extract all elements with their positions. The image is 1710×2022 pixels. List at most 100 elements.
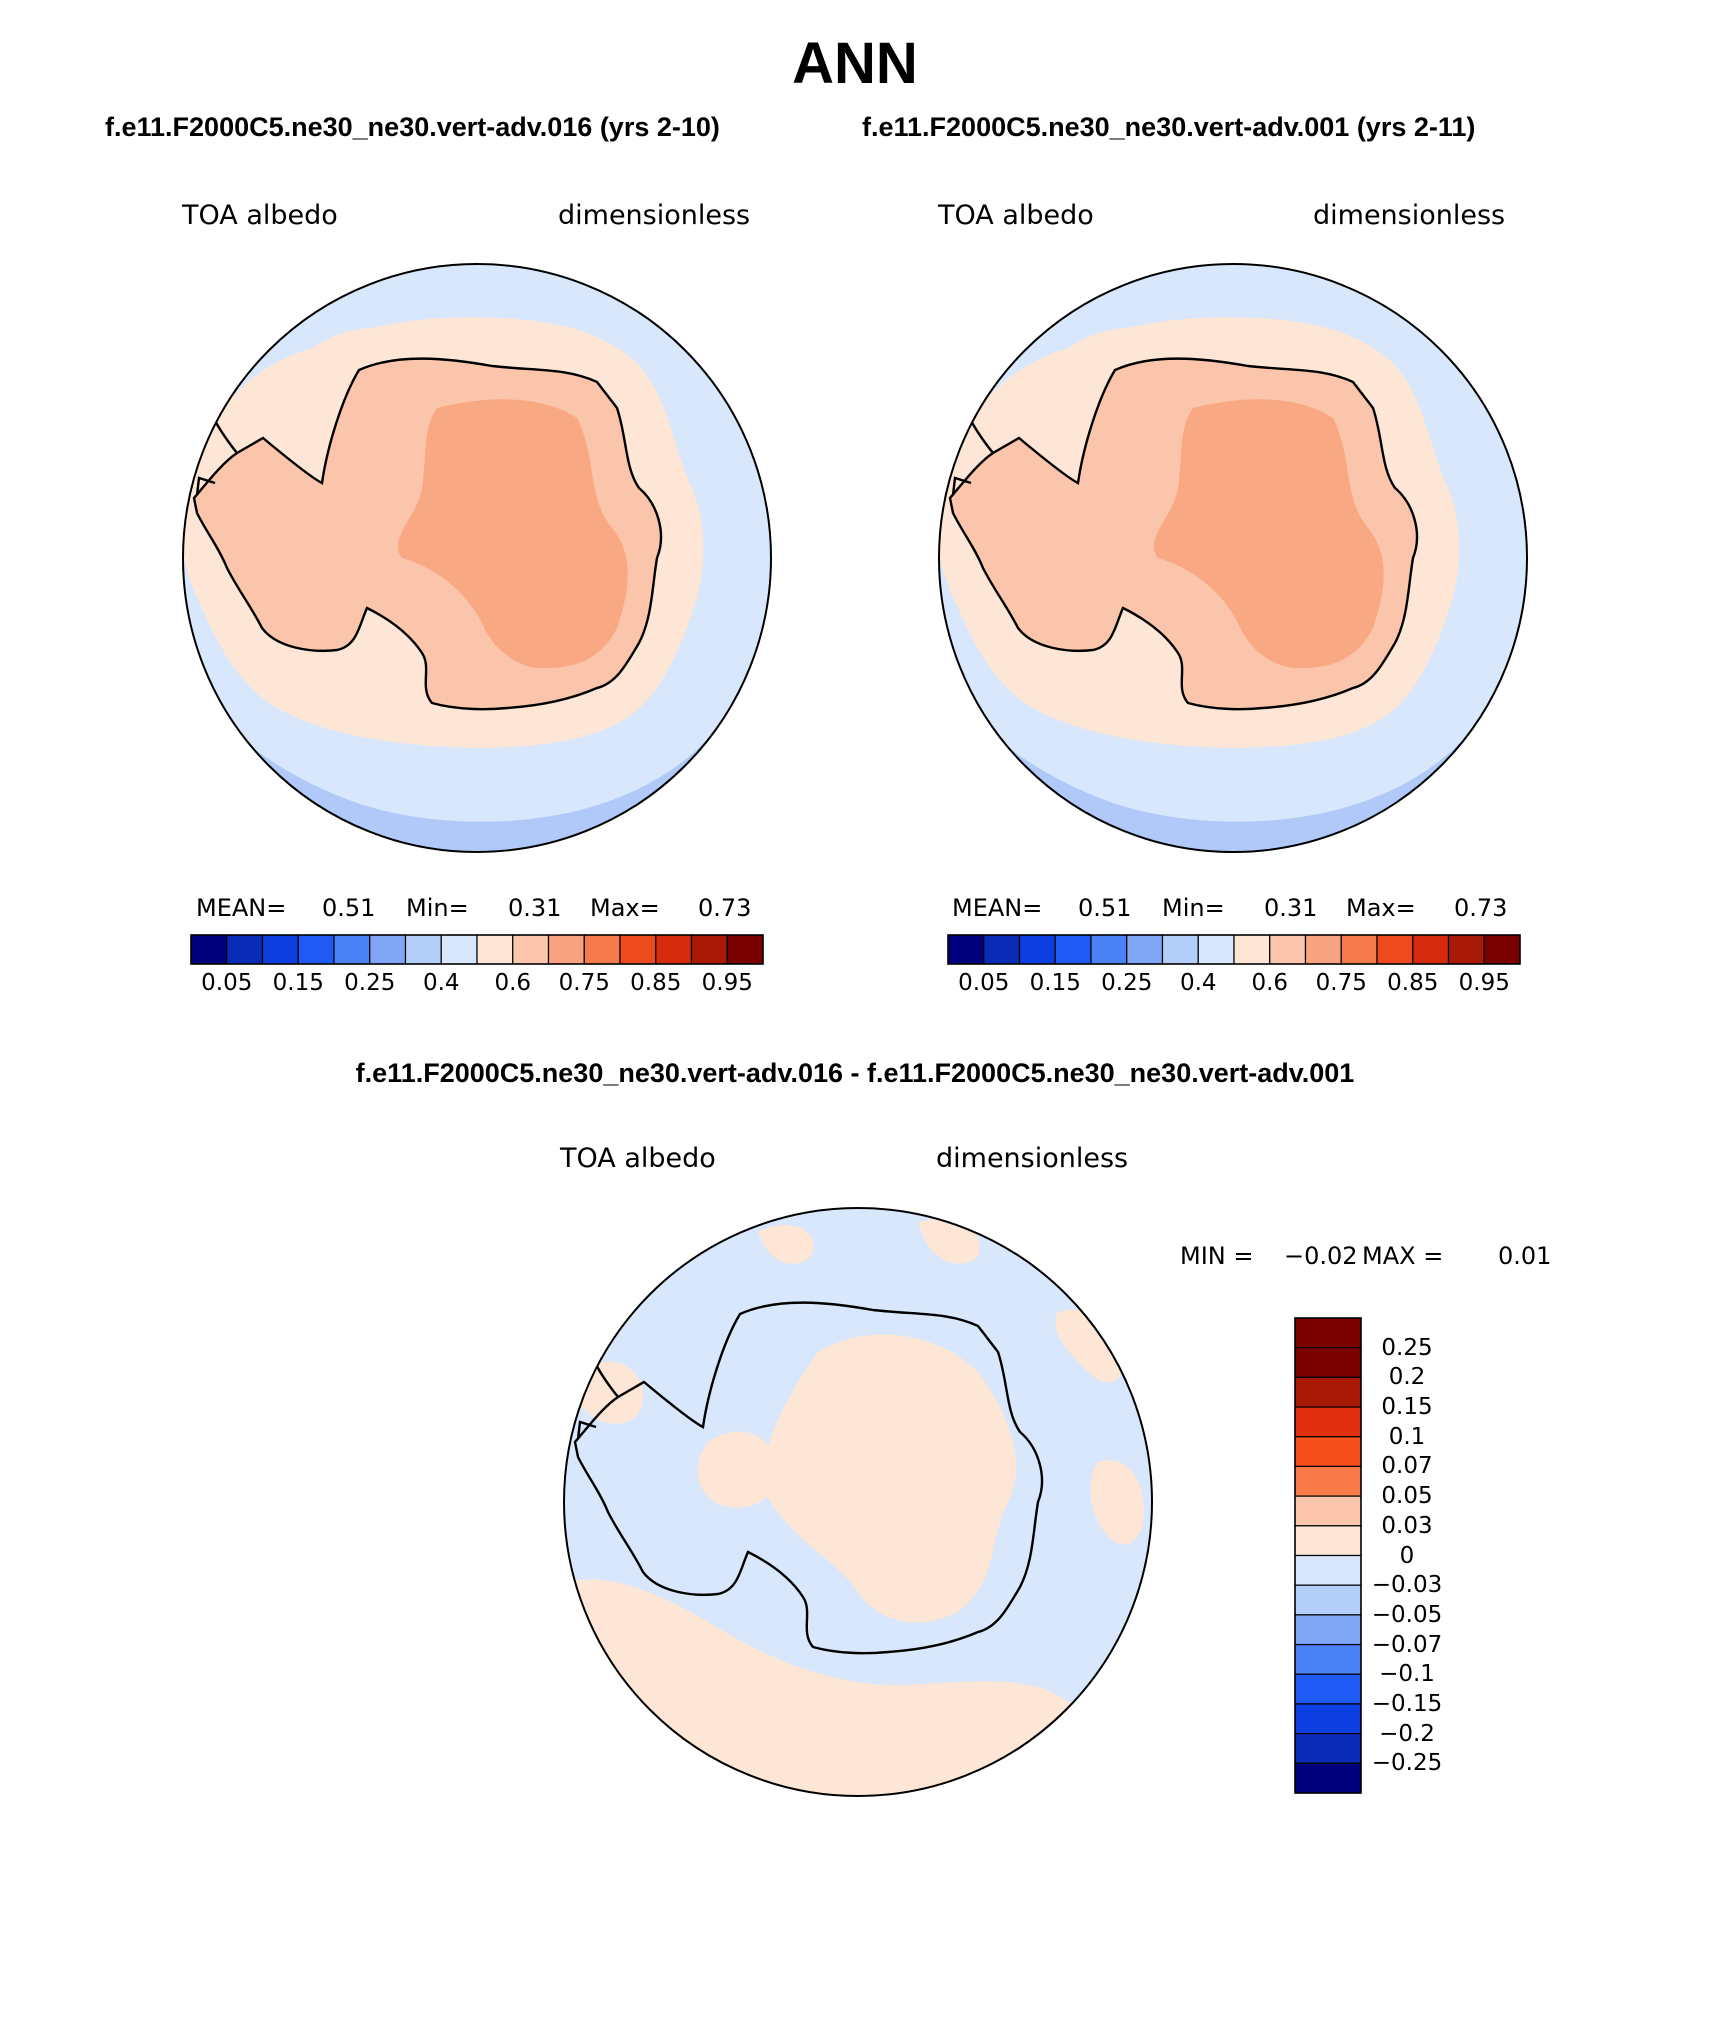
colorbar-box — [226, 934, 264, 965]
colorbar-frame — [947, 934, 1521, 965]
plateau-region — [1153, 399, 1384, 669]
colorbar-box — [1018, 934, 1056, 965]
shelf-region — [297, 328, 397, 372]
coastline — [573, 1301, 1044, 1655]
panel2-min-label: Min= — [1162, 894, 1225, 922]
colorbar-box — [1269, 934, 1307, 965]
colorbar-tick-label: 0.25 — [1381, 1334, 1433, 1361]
colorbar-box — [297, 934, 335, 965]
colorbar-tick-label: 0.25 — [1101, 970, 1153, 996]
panel1-units: dimensionless — [558, 200, 751, 231]
panel2-units: dimensionless — [1313, 200, 1506, 231]
colorbar-box — [1090, 934, 1128, 965]
diff-min-label: MIN = — [1180, 1242, 1254, 1270]
map-panel-2 — [938, 263, 1528, 853]
colorbar-box — [1126, 934, 1164, 965]
panel2-mean-label: MEAN= — [952, 894, 1043, 922]
colorbar-box — [512, 934, 550, 965]
colorbar-tick-label: 0.05 — [958, 970, 1010, 996]
map-boundary — [938, 263, 1528, 853]
colorbar-tick-label: −0.05 — [1371, 1601, 1443, 1628]
panel1-mean-label: MEAN= — [196, 894, 287, 922]
colorbar-box — [476, 934, 514, 965]
colorbar-box — [1197, 934, 1235, 965]
colorbar-tick-label: 0.85 — [630, 970, 682, 996]
map-boundary — [182, 263, 772, 853]
panel1-mean-value: 0.51 — [322, 894, 376, 922]
colorbar-box — [1294, 1643, 1362, 1675]
colorbar-box — [690, 934, 728, 965]
colorbar-tick-label: 0.05 — [1381, 1483, 1433, 1510]
case1-title: f.e11.F2000C5.ne30_ne30.vert-adv.016 (yr… — [105, 112, 720, 142]
diff-units: dimensionless — [936, 1143, 1129, 1174]
colorbar-tick-label: 0.15 — [1381, 1394, 1433, 1421]
diff-max-label: MAX = — [1362, 1242, 1444, 1270]
diff-positive-region — [697, 1431, 779, 1508]
colorbar-tick-label: 0.6 — [1251, 970, 1289, 996]
colorbar-frame — [190, 934, 764, 965]
figure-title: ANN — [792, 31, 918, 96]
colorbar-box — [583, 934, 621, 965]
colorbar-tick-label: −0.15 — [1371, 1690, 1443, 1717]
colorbar-tick-label: 0.15 — [1029, 970, 1081, 996]
colorbar-box — [1294, 1495, 1362, 1527]
colorbar-tick-label: 0.2 — [1388, 1364, 1426, 1391]
colorbar-box — [983, 934, 1021, 965]
map-boundary — [563, 1207, 1153, 1797]
colorbar-box — [1294, 1406, 1362, 1438]
colorbar-tick-label: 0.85 — [1387, 970, 1439, 996]
colorbar-tick-label: 0.25 — [344, 970, 396, 996]
diff-max-value: 0.01 — [1498, 1242, 1552, 1270]
colorbar-box — [1294, 1376, 1362, 1408]
colorbar-tick-label: 0.75 — [1315, 970, 1367, 996]
colorbar-tick-label: 0.05 — [201, 970, 253, 996]
colorbar-box — [1294, 1733, 1362, 1764]
diff-positive-region — [918, 1219, 980, 1264]
colorbar-box — [1294, 1554, 1362, 1586]
colorbar-box — [1294, 1436, 1362, 1468]
colorbar-box — [1294, 1465, 1362, 1497]
colorbar-box — [440, 934, 478, 965]
panel1-max-label: Max= — [590, 894, 660, 922]
case2-title: f.e11.F2000C5.ne30_ne30.vert-adv.001 (yr… — [862, 112, 1476, 142]
colorbar-panel-1 — [190, 934, 764, 965]
colorbar-tick-label: 0.4 — [422, 970, 460, 996]
panel1-min-label: Min= — [406, 894, 469, 922]
diff-positive-region — [763, 1334, 1017, 1623]
panel1-variable: TOA albedo — [182, 200, 338, 231]
colorbar-box — [1294, 1703, 1362, 1735]
colorbar-box — [1294, 1347, 1362, 1378]
colorbar-box — [1294, 1525, 1362, 1557]
diff-min-value: −0.02 — [1284, 1242, 1358, 1270]
colorbar-box — [1376, 934, 1414, 965]
panel2-min-value: 0.31 — [1264, 894, 1318, 922]
diff-positive-region — [758, 1224, 814, 1264]
colorbar-tick-label: −0.03 — [1371, 1572, 1443, 1599]
diff-title: f.e11.F2000C5.ne30_ne30.vert-adv.016 - f… — [355, 1058, 1355, 1088]
colorbar-box — [1054, 934, 1092, 965]
shelf-region — [1053, 328, 1153, 372]
colorbar-box — [947, 934, 985, 965]
colorbar-diff — [1294, 1317, 1362, 1794]
colorbar-tick-label: 0.4 — [1179, 970, 1217, 996]
colorbar-box — [1161, 934, 1199, 965]
colorbar-tick-label: 0.07 — [1381, 1453, 1433, 1480]
colorbar-box — [333, 934, 371, 965]
colorbar-tick-label: 0.15 — [272, 970, 324, 996]
map-diff — [563, 1207, 1153, 1797]
colorbar-tick-label: 0.1 — [1388, 1423, 1426, 1450]
colorbar-box — [726, 934, 764, 965]
map-panel-1 — [182, 263, 772, 853]
colorbar-box — [1294, 1673, 1362, 1705]
colorbar-box — [261, 934, 299, 965]
colorbar-box — [404, 934, 442, 965]
colorbar-panel-2 — [947, 934, 1521, 965]
panel1-max-value: 0.73 — [698, 894, 752, 922]
colorbar-frame — [1294, 1317, 1362, 1794]
coastline — [948, 357, 1419, 711]
colorbar-box — [190, 934, 228, 965]
colorbar-box — [1340, 934, 1378, 965]
colorbar-box — [1294, 1317, 1362, 1349]
colorbar-tick-label: −0.07 — [1371, 1631, 1443, 1658]
